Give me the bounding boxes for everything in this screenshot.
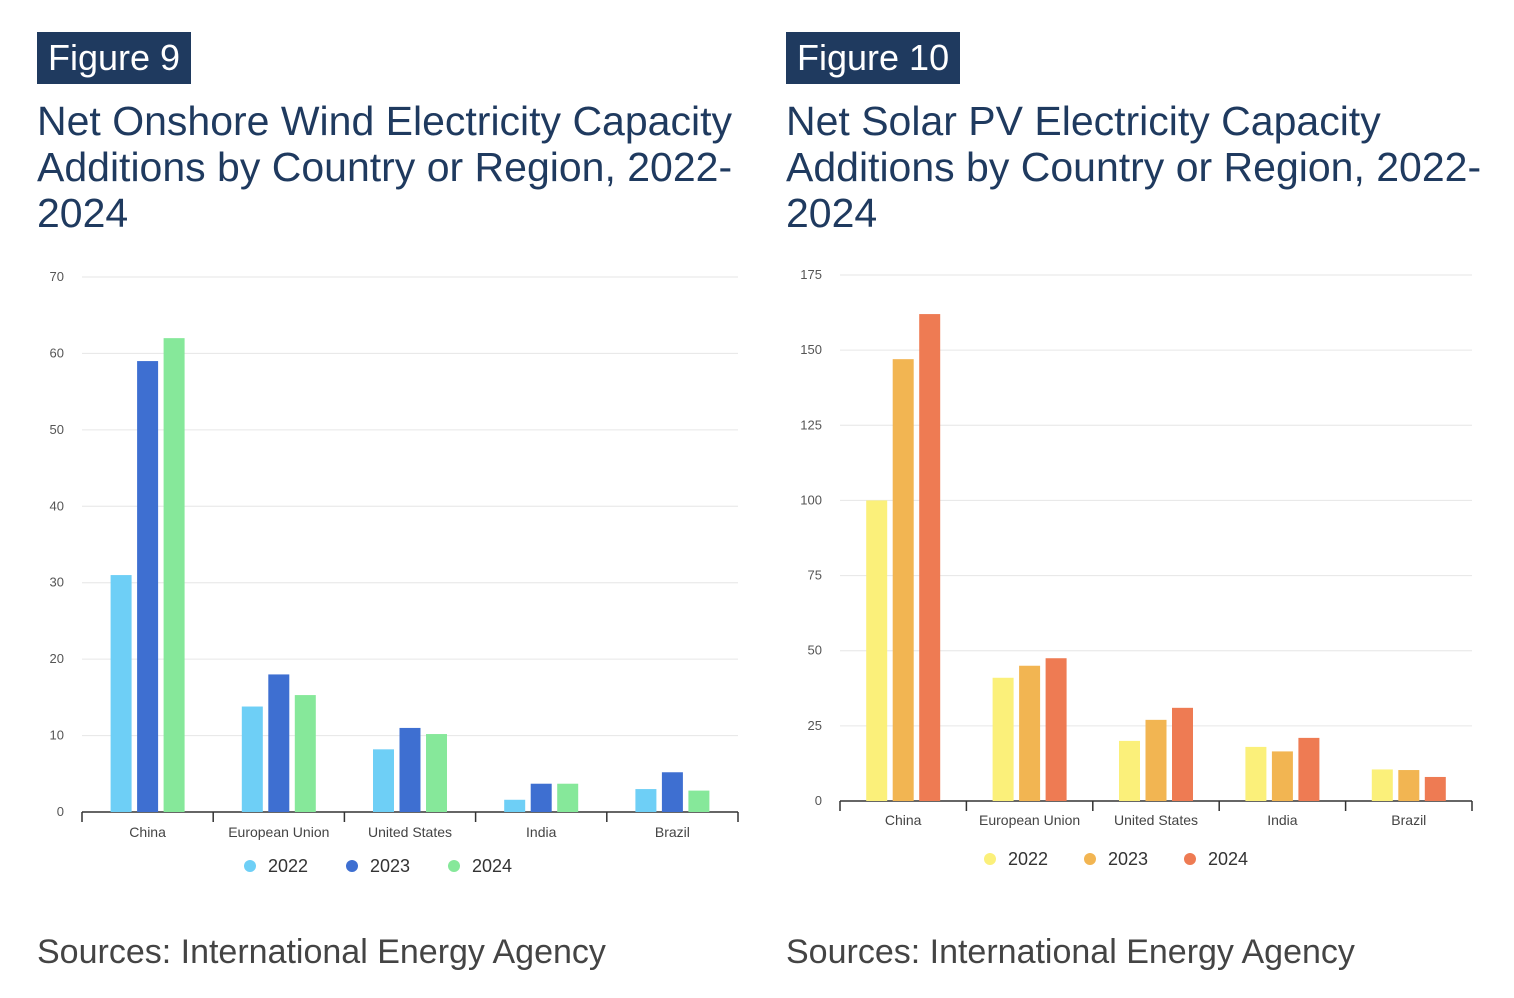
- sources-note: Sources: International Energy Agency: [786, 933, 1355, 971]
- bar-2024-china: [163, 338, 185, 812]
- x-category-label: China: [885, 812, 922, 828]
- figure-label: Figure 9: [37, 32, 192, 84]
- legend-swatch-2022: [984, 853, 996, 865]
- bar-2022-united-states: [1119, 740, 1140, 801]
- legend-label: 2023: [370, 856, 410, 876]
- y-tick-label: 60: [50, 345, 64, 360]
- bar-2024-united-states: [426, 734, 447, 812]
- figure-title: Net Onshore Wind Electricity Capacity Ad…: [37, 98, 733, 236]
- bar-2024-brazil: [1424, 776, 1446, 801]
- bar-2022-united-states: [373, 749, 394, 812]
- legend-label: 2024: [472, 856, 512, 876]
- legend-swatch-2024: [1184, 853, 1196, 865]
- y-tick-label: 10: [50, 728, 64, 743]
- x-category-label: United States: [1114, 812, 1198, 828]
- x-category-label: India: [526, 824, 557, 840]
- bar-2024-india: [1298, 737, 1320, 801]
- bar-2024-brazil: [688, 790, 710, 812]
- legend-swatch-2023: [1084, 853, 1096, 865]
- y-tick-label: 100: [800, 492, 822, 507]
- bar-2024-european-union: [294, 695, 316, 812]
- bar-2024-european-union: [1045, 658, 1067, 801]
- x-category-label: China: [129, 824, 166, 840]
- y-tick-label: 0: [57, 804, 64, 819]
- y-tick-label: 175: [800, 267, 822, 282]
- solar-capacity-chart: 0 25 50 75 100 125 150 175 China European Union Un…: [800, 267, 1473, 869]
- bar-2022-european-union: [992, 677, 1014, 801]
- bar-2022-brazil: [1371, 769, 1393, 801]
- figure-9-panel: Figure 9 Net Onshore Wind Electricity Ca…: [0, 0, 740, 998]
- x-category-label: European Union: [228, 824, 329, 840]
- bar-2022-china: [866, 500, 888, 801]
- y-tick-label: 30: [50, 575, 64, 590]
- legend-label: 2022: [1008, 849, 1048, 869]
- bar-2023-china: [137, 361, 159, 812]
- figure-10-panel: Figure 10 Net Solar PV Electricity Capac…: [750, 0, 1490, 998]
- bar-2023-european-union: [1019, 665, 1041, 801]
- bar-2023-india: [530, 783, 552, 812]
- legend-swatch-2022: [244, 860, 256, 872]
- bar-2023-india: [1271, 751, 1293, 801]
- bar-2023-united-states: [399, 727, 421, 812]
- legend-label: 2024: [1208, 849, 1248, 869]
- bar-2022-india: [1245, 746, 1267, 801]
- bar-2024-united-states: [1172, 707, 1193, 801]
- y-tick-label: 40: [50, 498, 64, 513]
- x-category-label: United States: [368, 824, 452, 840]
- y-tick-label: 50: [808, 643, 822, 658]
- bar-2022-india: [504, 799, 526, 812]
- figure-title: Net Solar PV Electricity Capacity Additi…: [786, 98, 1482, 236]
- y-tick-label: 25: [808, 718, 822, 733]
- bar-2022-china: [110, 575, 132, 812]
- bar-2022-brazil: [635, 789, 657, 812]
- bar-2022-european-union: [241, 706, 263, 812]
- x-category-label: Brazil: [655, 824, 690, 840]
- y-tick-label: 75: [808, 568, 822, 583]
- bar-2024-india: [557, 783, 579, 812]
- legend-swatch-2023: [346, 860, 358, 872]
- y-tick-label: 20: [50, 651, 64, 666]
- x-category-label: Brazil: [1391, 812, 1426, 828]
- y-tick-label: 70: [50, 269, 64, 284]
- bar-2023-united-states: [1145, 719, 1167, 801]
- bar-2023-brazil: [661, 772, 683, 812]
- y-tick-label: 150: [800, 342, 822, 357]
- x-category-label: India: [1267, 812, 1298, 828]
- bar-2023-european-union: [268, 674, 290, 812]
- bar-2024-china: [919, 314, 941, 801]
- y-tick-label: 125: [800, 417, 822, 432]
- sources-note: Sources: International Energy Agency: [37, 933, 606, 971]
- x-category-label: European Union: [979, 812, 1080, 828]
- figure-label: Figure 10: [786, 32, 961, 84]
- bar-2023-china: [892, 359, 914, 801]
- y-tick-label: 0: [815, 793, 822, 808]
- bar-2023-brazil: [1398, 770, 1420, 801]
- legend-swatch-2024: [448, 860, 460, 872]
- wind-capacity-chart: 0 10 20 30 40 50 60 70 China European Union United…: [50, 269, 739, 876]
- legend-label: 2023: [1108, 849, 1148, 869]
- legend-label: 2022: [268, 856, 308, 876]
- y-tick-label: 50: [50, 422, 64, 437]
